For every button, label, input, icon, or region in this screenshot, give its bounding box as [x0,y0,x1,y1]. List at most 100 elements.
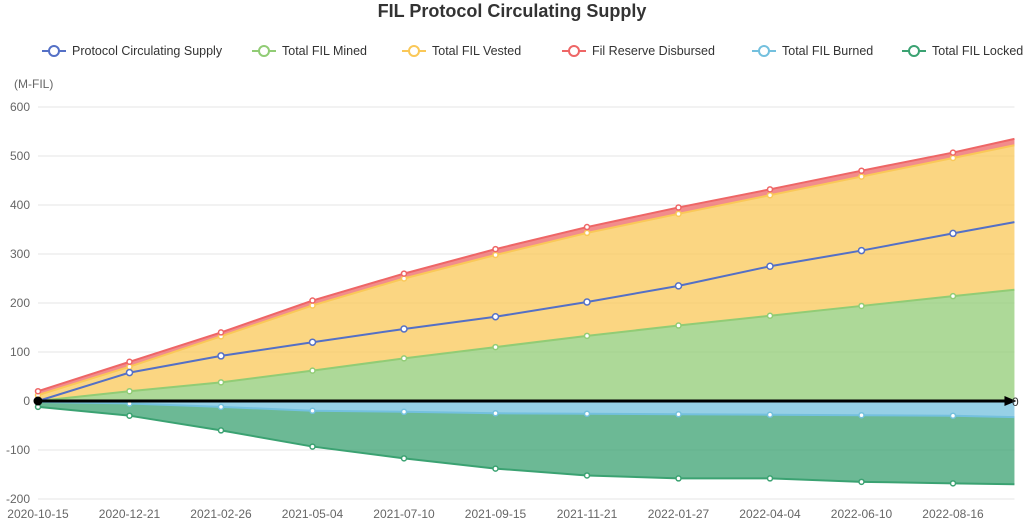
legend-item: Protocol Circulating Supply [42,44,223,58]
data-point [492,410,499,417]
zero-axis-arrow [1004,396,1017,406]
data-point [675,475,682,482]
legend-item: Fil Reserve Disbursed [562,44,715,58]
data-point [126,387,133,395]
data-point [126,358,133,366]
y-tick-label: 400 [10,198,30,212]
data-point [858,167,865,174]
data-point [858,302,865,310]
data-point [492,251,499,259]
x-tick-label: 2020-12-21 [99,507,161,521]
data-point [949,480,957,487]
legend-label: Protocol Circulating Supply [72,44,223,58]
legend-circle-icon [758,45,770,57]
data-point [309,443,316,450]
data-point [34,387,42,395]
data-point [766,411,774,418]
data-point [766,475,774,482]
legend-label: Total FIL Burned [782,44,873,58]
data-point [766,191,774,199]
y-tick-label: 200 [10,296,30,310]
data-point [583,229,591,237]
series-line [37,221,1015,402]
y-tick-label: -200 [6,492,30,506]
legend-circle-icon [408,45,420,57]
data-point [491,312,500,321]
y-tick-label: 0 [23,394,30,408]
data-point [217,379,225,386]
data-point [674,282,683,290]
y-tick-label: 300 [10,247,30,261]
x-tick-label: 2022-01-27 [648,507,710,521]
data-point [949,229,957,238]
data-point [583,223,591,231]
data-point [949,154,957,162]
data-point [217,329,225,336]
x-tick-label: 2022-04-04 [739,507,801,521]
data-point [766,262,774,270]
data-point [858,173,865,180]
legend-item: Total FIL Burned [752,44,873,58]
y-tick-label: -100 [6,443,30,457]
chart-title: FIL Protocol Circulating Supply [378,1,647,21]
data-point [400,325,408,333]
data-point [858,478,865,486]
x-tick-label: 2021-09-15 [465,507,527,521]
data-point [949,412,957,419]
x-tick-label: 2022-08-16 [922,507,984,521]
data-point [675,204,682,211]
data-point [125,368,134,377]
legend-circle-icon [908,45,920,57]
data-point [949,292,957,300]
x-tick-label: 2021-11-21 [557,507,618,521]
data-point [675,210,682,218]
legend-label: Total FIL Mined [282,44,367,58]
data-point [217,427,225,434]
series-line [37,405,1015,486]
zero-axis-origin [33,396,43,406]
data-point [309,407,316,415]
data-point [583,332,591,340]
legend-item: Total FIL Mined [252,44,367,58]
lines [34,137,1015,487]
x-tick-label: 2021-05-04 [282,507,344,521]
legend-label: Total FIL Locked [932,44,1023,58]
legend-label: Fil Reserve Disbursed [592,44,715,58]
data-point [675,410,682,418]
legend-circle-icon [48,45,60,57]
x-tick-label: 2021-07-10 [373,507,435,521]
area-total-fil-locked [38,401,1015,485]
area-total-fil-vested [38,145,1015,401]
legend-circle-icon [568,45,580,57]
data-point [400,455,408,462]
data-point [766,312,774,319]
data-point [949,149,957,156]
y-tick-label: 500 [10,149,30,163]
data-point [675,322,682,329]
data-point [492,343,499,351]
series-line [37,137,1015,393]
legend-item: Total FIL Locked [902,44,1023,58]
data-point [583,472,591,479]
legend-item: Total FIL Vested [402,44,521,58]
y-axis-label: (M-FIL) [14,77,53,91]
data-point [583,410,591,417]
data-point [217,352,225,360]
legend-label: Total FIL Vested [432,44,521,58]
y-tick-label: 100 [10,345,30,359]
legend: Protocol Circulating Supply Total FIL Min… [42,44,1023,58]
data-point [492,245,499,253]
series-line [37,288,1015,402]
series-line [37,400,1015,419]
data-point [400,355,408,362]
data-point [858,411,865,419]
x-tick-label: 2022-06-10 [831,507,893,521]
series-line [37,144,1015,397]
data-point [217,403,225,411]
data-point [583,298,591,306]
data-point [309,367,316,374]
y-tick-label: 600 [10,100,30,114]
data-point [309,297,316,304]
